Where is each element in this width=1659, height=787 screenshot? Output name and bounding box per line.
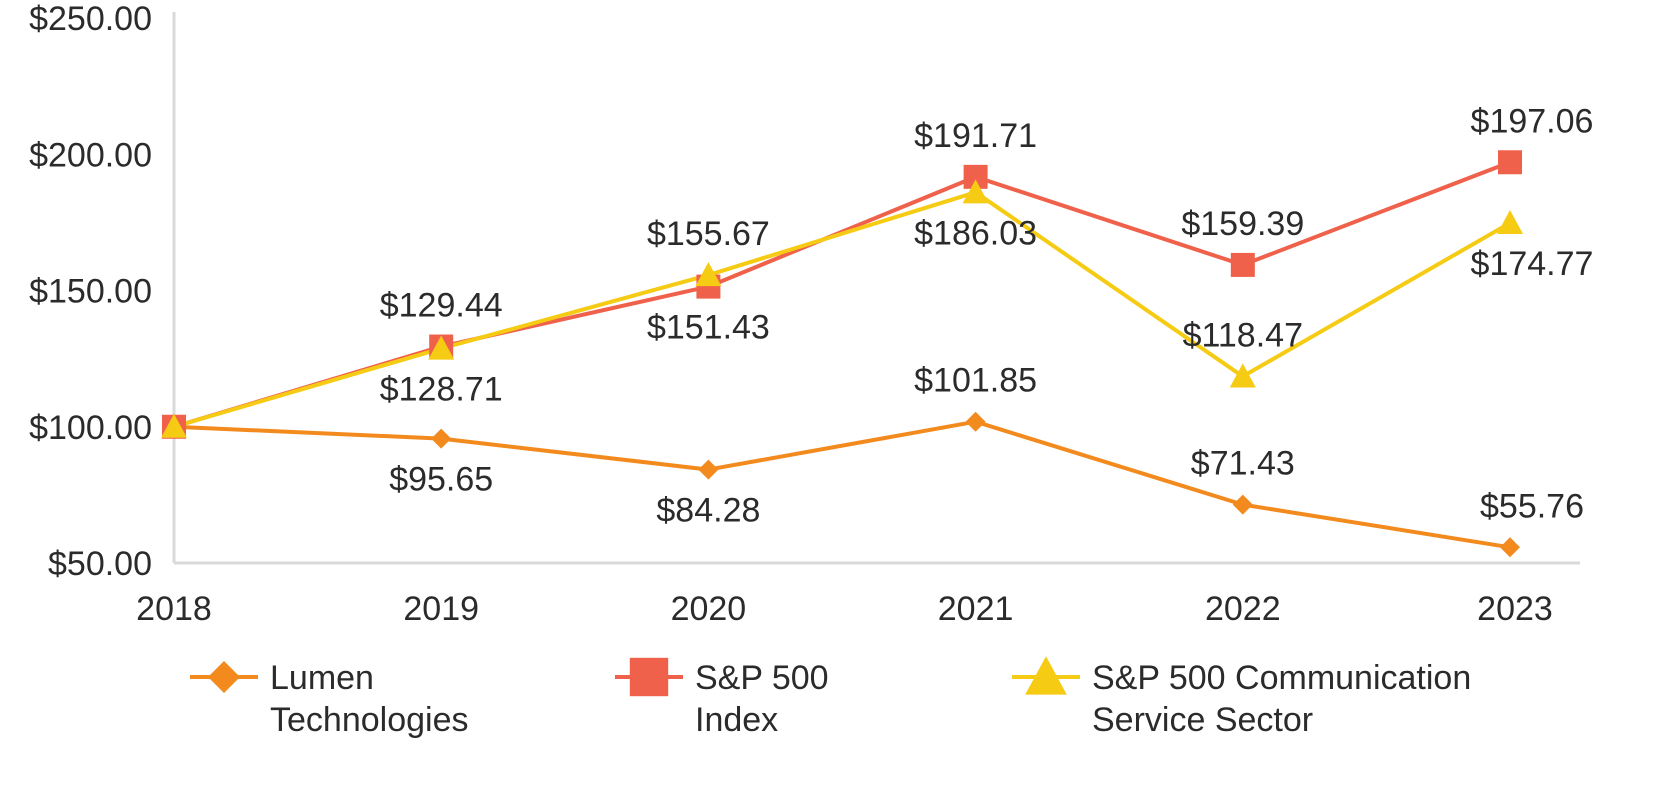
data-point-marker <box>965 411 986 432</box>
y-tick-label: $250.00 <box>29 0 152 38</box>
x-tick-label: 2021 <box>938 590 1014 628</box>
data-label: $155.67 <box>647 215 770 253</box>
data-point-marker <box>1498 150 1522 175</box>
data-point-marker <box>431 428 452 449</box>
data-point-marker <box>695 262 722 287</box>
data-point-marker <box>1230 252 1255 277</box>
data-label: $159.39 <box>1181 205 1304 243</box>
y-tick-label: $150.00 <box>29 273 152 311</box>
data-label: $118.47 <box>1183 316 1303 354</box>
data-labels: $95.65 $84.28 $101.85 $71.43 $55.76 $129.44 $1… <box>380 102 1594 529</box>
data-point-marker <box>1500 537 1520 558</box>
data-label: $129.44 <box>380 287 503 325</box>
axes: $50.00 $100.00 $150.00 $200.00 $250.00 2018 20… <box>29 0 1580 628</box>
series-line-2 <box>173 190 1511 429</box>
data-label: $95.65 <box>389 461 493 499</box>
legend-marker <box>1025 656 1067 695</box>
data-label: $84.28 <box>656 492 760 530</box>
x-tick-label: 2020 <box>671 590 747 628</box>
data-label: $151.43 <box>647 309 770 347</box>
y-tick-label: $100.00 <box>29 409 152 447</box>
y-tick-label: $50.00 <box>48 545 152 583</box>
y-tick-label: $200.00 <box>29 136 152 174</box>
legend-marker <box>208 661 240 693</box>
data-label: $55.76 <box>1480 487 1584 525</box>
x-tick-label: 2018 <box>136 590 212 628</box>
x-tick-label: 2023 <box>1477 590 1553 628</box>
data-label: $101.85 <box>914 362 1037 400</box>
data-label: $128.71 <box>380 371 503 409</box>
legend-item: S&P 500 Index <box>615 657 829 739</box>
data-point-marker <box>698 459 719 480</box>
legend: Lumen Technologies S&P 500 Index S&P 500 Com… <box>190 656 1471 739</box>
legend-label: Technologies <box>270 701 468 739</box>
data-point-marker <box>161 413 187 438</box>
legend-marker <box>629 657 669 697</box>
data-label: $174.77 <box>1471 245 1594 283</box>
x-tick-label: 2022 <box>1205 590 1281 628</box>
data-point-marker <box>1232 494 1253 515</box>
data-label: $191.71 <box>914 117 1037 155</box>
legend-item: S&P 500 Communication Service Sector <box>1012 656 1471 739</box>
data-label: $197.06 <box>1471 102 1594 140</box>
data-point-marker <box>1497 210 1523 235</box>
x-tick-label: 2019 <box>403 590 479 628</box>
legend-label: S&P 500 <box>695 659 829 697</box>
legend-label: Index <box>695 701 778 739</box>
data-point-marker <box>1229 363 1256 388</box>
series-markers <box>161 150 1523 558</box>
legend-label: Service Sector <box>1092 701 1313 739</box>
legend-label: Lumen <box>270 659 374 697</box>
data-point-marker <box>962 179 989 204</box>
series-lines <box>173 160 1511 550</box>
legend-item: Lumen Technologies <box>190 659 468 739</box>
series-line-0 <box>173 419 1511 550</box>
series-line-1 <box>173 160 1511 429</box>
data-label: $71.43 <box>1191 445 1295 483</box>
data-point-marker <box>428 335 455 360</box>
legend-label: S&P 500 Communication <box>1092 659 1471 697</box>
data-label: $186.03 <box>914 214 1037 252</box>
